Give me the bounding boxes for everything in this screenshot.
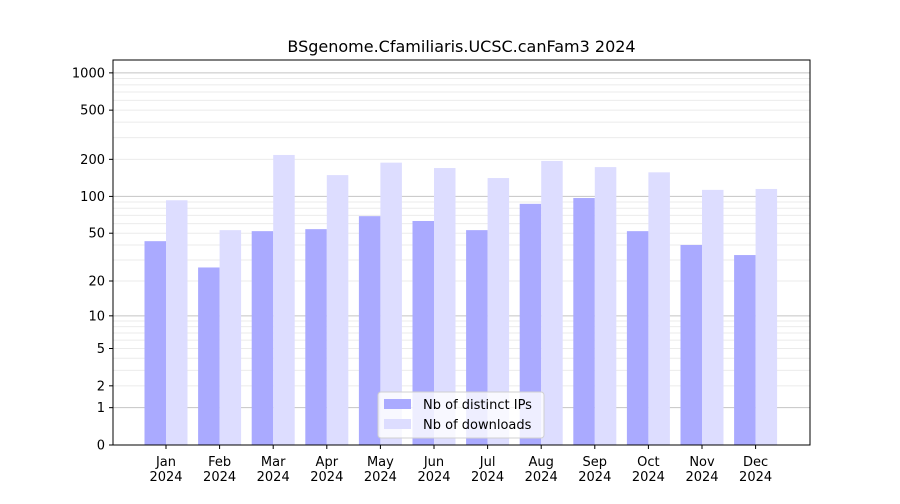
- bar-distinct-ips: [198, 267, 220, 445]
- bar-distinct-ips: [412, 220, 434, 445]
- x-tick-label: 2024: [739, 470, 772, 485]
- x-tick-label: 2024: [203, 470, 236, 485]
- bar-downloads: [702, 189, 724, 445]
- x-tick-label: Nov: [689, 455, 715, 470]
- x-tick-label: 2024: [417, 470, 450, 485]
- x-tick-label: 2024: [364, 470, 397, 485]
- bar-distinct-ips: [573, 198, 595, 445]
- y-tick-label: 1: [97, 401, 105, 416]
- bar-downloads: [326, 175, 349, 445]
- y-tick-label: 1000: [72, 66, 105, 81]
- y-tick-label: 500: [80, 104, 105, 119]
- bar-downloads: [487, 178, 510, 446]
- x-tick-label: Sep: [583, 455, 608, 470]
- y-tick-label: 5: [97, 342, 105, 357]
- x-tick-label: 2024: [257, 470, 290, 485]
- x-tick-label: Feb: [208, 455, 231, 470]
- y-tick-label: 10: [88, 309, 105, 324]
- bar-downloads: [219, 230, 242, 445]
- legend-swatch: [384, 399, 411, 409]
- legend: Nb of distinct IPs Nb of downloads: [377, 391, 545, 439]
- x-tick-label: Jan: [155, 455, 176, 470]
- x-tick-label: Aug: [529, 455, 554, 470]
- y-tick-label: 100: [80, 190, 105, 205]
- bar-distinct-ips: [358, 216, 381, 445]
- bar-distinct-ips: [680, 244, 702, 445]
- bar-downloads: [541, 160, 563, 446]
- x-tick-label: 2024: [685, 470, 718, 485]
- bar-distinct-ips: [466, 230, 488, 445]
- legend-label: Nb of downloads: [423, 418, 532, 433]
- x-tick-label: 2024: [471, 470, 504, 485]
- bar-downloads: [755, 188, 778, 445]
- bar-downloads: [648, 172, 670, 445]
- bar-distinct-ips: [251, 231, 274, 445]
- y-tick-label: 50: [88, 227, 105, 242]
- bar-downloads: [434, 168, 456, 446]
- y-tick-label: 2: [97, 379, 105, 394]
- x-tick-label: Oct: [637, 455, 659, 470]
- x-tick-label: 2024: [632, 470, 665, 485]
- x-tick-label: Mar: [261, 455, 286, 470]
- bar-downloads: [380, 162, 402, 445]
- x-tick-label: 2024: [525, 470, 558, 485]
- legend-box: [377, 391, 545, 439]
- y-tick-label: 0: [97, 439, 105, 454]
- chart-title: BSgenome.Cfamiliaris.UCSC.canFam3 2024: [287, 37, 635, 56]
- x-tick-label: Jun: [423, 455, 444, 470]
- y-tick-label: 20: [88, 275, 105, 290]
- x-tick-label: Jul: [479, 455, 496, 470]
- x-tick-label: 2024: [149, 470, 182, 485]
- x-tick-label: Apr: [316, 455, 339, 470]
- x-tick-label: 2024: [578, 470, 611, 485]
- legend-swatch: [384, 419, 411, 429]
- bar-downloads: [166, 200, 188, 445]
- bar-distinct-ips: [519, 203, 542, 445]
- x-tick-label: Dec: [743, 455, 768, 470]
- bar-distinct-ips: [144, 241, 166, 445]
- plot-frame: [112, 59, 811, 446]
- bar-distinct-ips: [734, 255, 756, 445]
- bar-downloads: [273, 154, 295, 445]
- bar-distinct-ips: [305, 229, 327, 445]
- y-tick-label: 200: [80, 153, 105, 168]
- x-tick-label: 2024: [310, 470, 343, 485]
- x-tick-label: May: [367, 455, 394, 470]
- bar-downloads: [594, 167, 617, 445]
- bar-distinct-ips: [626, 231, 649, 445]
- legend-label: Nb of distinct IPs: [423, 398, 532, 413]
